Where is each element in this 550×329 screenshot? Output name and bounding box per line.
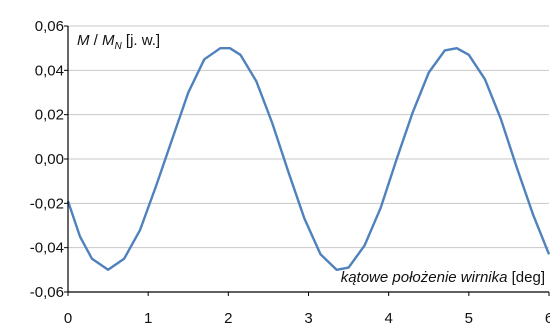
y-tick-label: 0,04 [35, 62, 64, 79]
x-tick-label: 1 [144, 310, 152, 327]
y-axis-label: M / MN [j. w.] [77, 32, 160, 52]
x-axis-label: kątowe położenie wirnika [deg] [341, 269, 545, 286]
y-tick-label: -0,02 [30, 195, 64, 212]
x-tick-label: 2 [224, 310, 232, 327]
series-line [66, 47, 550, 271]
y-tick-label: 0,00 [35, 151, 64, 168]
x-tick-labels: 0 1 2 3 4 5 6 [64, 310, 550, 327]
y-tick-labels: 0,06 0,04 0,02 0,00 -0,02 -0,04 -0,06 [30, 18, 64, 301]
x-tick-label: 0 [64, 310, 72, 327]
x-tick-label: 4 [384, 310, 392, 327]
axes [64, 25, 550, 296]
y-tick-label: -0,04 [30, 240, 64, 257]
x-tick-label: 5 [465, 310, 473, 327]
y-tick-label: 0,06 [35, 18, 64, 35]
y-tick-label: -0,06 [30, 284, 64, 301]
x-tick-label: 3 [304, 310, 312, 327]
x-tick-label: 6 [545, 310, 550, 327]
y-tick-label: 0,02 [35, 107, 64, 124]
